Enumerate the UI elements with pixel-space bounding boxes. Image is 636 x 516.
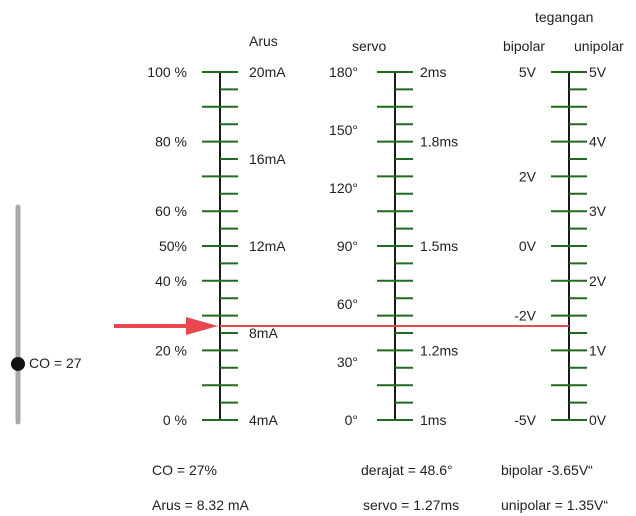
degree-label: 150° [329, 122, 358, 138]
unipolar-label: 4V [589, 134, 607, 150]
percent-label: 20 % [155, 342, 187, 358]
header-arus: Arus [249, 33, 278, 49]
bipolar-label: 5V [519, 64, 537, 80]
unipolar-label: 2V [589, 273, 607, 289]
percent-label: 80 % [155, 134, 187, 150]
readout-derajat: derajat = 48.6° [361, 462, 453, 478]
degree-label: 0° [345, 412, 358, 428]
percent-label: 0 % [163, 412, 187, 428]
readout-bipolar: bipolar -3.65V“ [501, 462, 593, 478]
header-unipolar: unipolar [574, 38, 624, 54]
header-tegangan: tegangan [535, 9, 593, 25]
readout-arus: Arus = 8.32 mA [152, 497, 249, 513]
current-label: 12mA [249, 238, 286, 254]
readout-co: CO = 27% [152, 462, 217, 478]
readout-servo: servo = 1.27ms [363, 497, 460, 513]
slider-knob[interactable] [11, 356, 25, 371]
degree-label: 180° [329, 64, 358, 80]
degree-label: 120° [329, 180, 358, 196]
unipolar-label: 0V [589, 412, 607, 428]
pulse-label: 1.5ms [420, 238, 458, 254]
degree-label: 90° [337, 238, 358, 254]
current-label: 4mA [249, 412, 278, 428]
current-label: 16mA [249, 151, 286, 167]
header-bipolar: bipolar [503, 38, 545, 54]
current-label: 8mA [249, 325, 278, 341]
unipolar-label: 3V [589, 203, 607, 219]
percent-label: 60 % [155, 203, 187, 219]
percent-label: 100 % [147, 64, 187, 80]
degree-label: 60° [337, 296, 358, 312]
unipolar-label: 1V [589, 342, 607, 358]
degree-label: 30° [337, 354, 358, 370]
readout-unipolar: unipolar = 1.35V“ [501, 497, 609, 513]
pulse-label: 1.2ms [420, 342, 458, 358]
pulse-label: 1.8ms [420, 134, 458, 150]
scale-labels: 100 % 80 % 60 % 50% 40 % 20 % 0 % 20mA 16mA 12mA 8… [147, 64, 606, 428]
slider-label: CO = 27 [29, 355, 82, 371]
pulse-label: 2ms [420, 64, 446, 80]
unipolar-label: 5V [589, 64, 607, 80]
pointer-arrowhead [186, 317, 218, 336]
current-label: 20mA [249, 64, 286, 80]
header-servo: servo [352, 38, 386, 54]
pulse-label: 1ms [420, 412, 446, 428]
percent-label: 50% [159, 238, 187, 254]
bipolar-label: -5V [514, 412, 536, 428]
percent-label: 40 % [155, 273, 187, 289]
bipolar-label: -2V [514, 308, 536, 324]
bipolar-label: 0V [519, 238, 537, 254]
scale-ticks [202, 71, 587, 421]
bipolar-label: 2V [519, 168, 537, 184]
